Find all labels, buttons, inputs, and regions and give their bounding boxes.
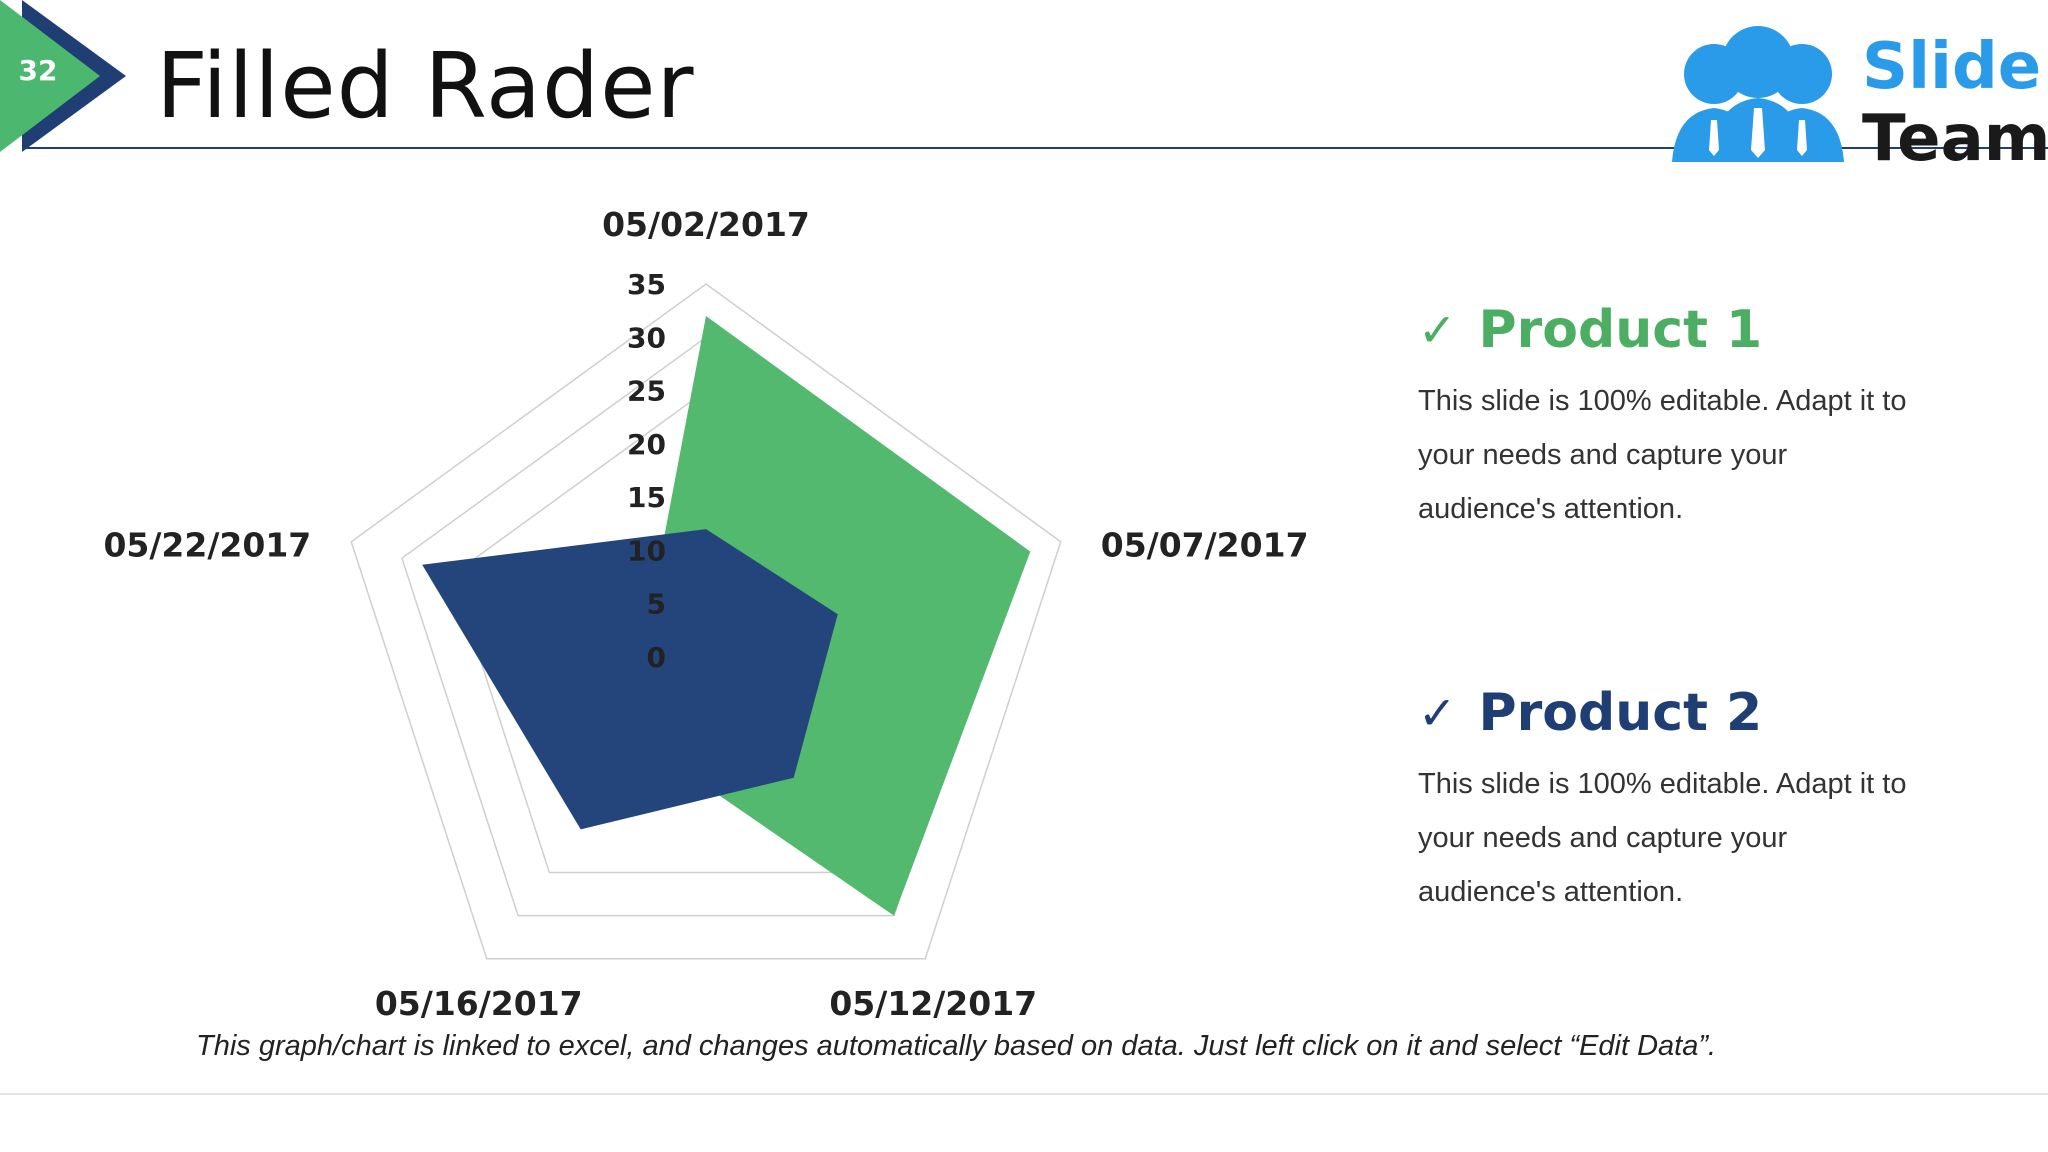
checkmark-icon: ✓ xyxy=(1418,303,1457,357)
product-2-title: Product 2 xyxy=(1478,683,1763,743)
description-line: audience's attention. xyxy=(1418,493,1684,525)
checkmark-icon: ✓ xyxy=(1418,686,1457,740)
grid-ring xyxy=(350,283,1062,960)
footer-divider xyxy=(0,1093,2048,1095)
description-line: This slide is 100% editable. Adapt it to xyxy=(1418,768,1907,800)
description-line: your needs and capture your xyxy=(1418,822,1788,854)
product-1-description: This slide is 100% editable. Adapt it to… xyxy=(1418,374,1978,536)
product-1-block: ✓ Product 1 This slide is 100% editable.… xyxy=(1418,300,1978,536)
r-tick-label: 5 xyxy=(647,588,666,621)
category-label: 05/16/2017 xyxy=(375,984,583,1023)
page-title: Filled Rader xyxy=(156,34,695,139)
description-line: This slide is 100% editable. Adapt it to xyxy=(1418,385,1907,417)
product-1-title: Product 1 xyxy=(1478,300,1763,360)
r-tick-label: 30 xyxy=(627,321,666,354)
r-tick-label: 15 xyxy=(627,481,666,514)
category-label: 05/02/2017 xyxy=(602,205,810,244)
description-line: audience's attention. xyxy=(1418,876,1684,908)
product-2-description: This slide is 100% editable. Adapt it to… xyxy=(1418,757,1978,919)
title-divider xyxy=(24,147,2048,149)
category-label: 05/22/2017 xyxy=(103,526,311,565)
category-label: 05/12/2017 xyxy=(829,984,1037,1023)
category-label: 05/07/2017 xyxy=(1101,526,1309,565)
slide-number-badge xyxy=(0,0,126,152)
r-tick-label: 25 xyxy=(627,375,666,408)
product-2-block: ✓ Product 2 This slide is 100% editable.… xyxy=(1418,683,1978,919)
series-area-2 xyxy=(422,529,838,830)
slide-number: 32 xyxy=(18,54,58,87)
logo-word-slide: Slide xyxy=(1862,30,2042,104)
r-tick-label: 35 xyxy=(627,268,666,301)
r-tick-label: 10 xyxy=(627,534,666,567)
people-group-icon xyxy=(1672,26,1844,162)
logo-word-team: Team xyxy=(1862,102,2048,176)
description-line: your needs and capture your xyxy=(1418,439,1788,471)
chart-footnote: This graph/chart is linked to excel, and… xyxy=(196,1030,1717,1062)
r-tick-label: 0 xyxy=(647,641,666,674)
r-tick-label: 20 xyxy=(627,428,666,461)
